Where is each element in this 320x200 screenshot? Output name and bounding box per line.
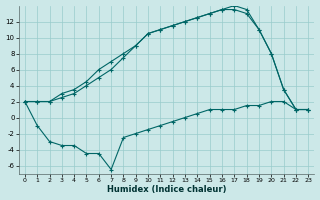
X-axis label: Humidex (Indice chaleur): Humidex (Indice chaleur) <box>107 185 226 194</box>
